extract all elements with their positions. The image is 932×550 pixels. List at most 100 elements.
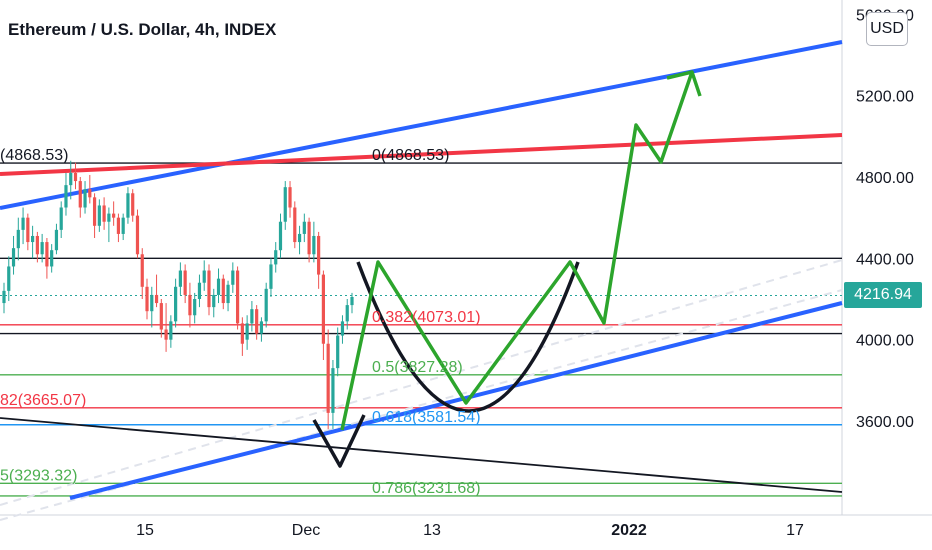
- candle-body: [131, 193, 135, 216]
- trendlines-layer: [0, 40, 843, 521]
- candle-body: [73, 172, 78, 182]
- candle-body: [231, 270, 235, 285]
- candle-body: [116, 217, 121, 234]
- candle-body: [250, 309, 254, 324]
- candle-body: [302, 221, 306, 234]
- projected-path-drawing: [340, 71, 694, 431]
- descending-trendline: [0, 417, 843, 493]
- candle-body: [278, 221, 283, 251]
- candle-body: [245, 323, 249, 340]
- candle-body: [40, 242, 44, 255]
- candle-body: [174, 286, 178, 322]
- candle-body: [350, 296, 354, 306]
- candle-body: [92, 197, 97, 226]
- candle-body: [197, 282, 202, 299]
- fib-levels-layer: [0, 162, 842, 497]
- candle-body: [193, 299, 197, 316]
- candle-body: [340, 321, 345, 336]
- projected-path-arrowhead: [666, 70, 702, 97]
- candle-body: [69, 172, 73, 186]
- candle-body: [264, 288, 268, 322]
- candle-body: [293, 207, 297, 243]
- candle-body: [97, 205, 101, 226]
- candle-body: [202, 270, 206, 283]
- candle-body: [31, 235, 35, 243]
- candle-body: [312, 235, 316, 255]
- candle-body: [112, 213, 116, 218]
- candle-body: [154, 294, 159, 304]
- candle-body: [145, 286, 149, 312]
- candle-body: [159, 303, 163, 330]
- candle-body: [321, 274, 325, 344]
- candle-body: [331, 368, 335, 413]
- candle-body: [274, 250, 278, 265]
- candle-body: [64, 185, 68, 208]
- price-tick-label: 4800.00: [856, 170, 914, 187]
- candle-body: [59, 207, 63, 230]
- candle-body: [288, 187, 292, 208]
- candle-body: [212, 294, 216, 308]
- candle-body: [336, 335, 340, 369]
- candle-body: [150, 294, 154, 312]
- time-tick-label: 15: [136, 522, 154, 539]
- time-tick-label: Dec: [292, 522, 320, 539]
- time-tick-label: 17: [786, 522, 804, 539]
- candle-body: [269, 264, 273, 289]
- candle-body: [26, 217, 30, 243]
- upper-channel-trendline: [0, 40, 843, 210]
- candle-body: [102, 205, 106, 222]
- candle-body: [259, 321, 264, 334]
- price-tick-label: 4000.00: [856, 333, 914, 350]
- fib-level-label: 0.382(4073.01): [372, 309, 481, 326]
- price-tick-label: 3600.00: [856, 414, 914, 431]
- fib-level-label: 0.5(3827.28): [372, 359, 463, 376]
- candle-body: [317, 235, 321, 275]
- resistance-trendline: [0, 133, 843, 176]
- candle-body: [297, 233, 302, 243]
- candle-body: [226, 284, 230, 304]
- fib-level-label: 0.618(3581.54): [372, 409, 481, 426]
- candle-body: [88, 189, 92, 198]
- fib-level-left-label: (4868.53): [0, 147, 69, 164]
- candle-body: [83, 189, 87, 208]
- candle-body: [121, 217, 125, 234]
- candle-body: [255, 309, 259, 334]
- candle-body: [240, 323, 244, 344]
- time-tick-label: 2022: [611, 522, 647, 539]
- candle-body: [107, 213, 111, 222]
- price-tick-label: 4400.00: [856, 251, 914, 268]
- candle-body: [54, 229, 59, 251]
- candle-body: [183, 270, 187, 295]
- candle-body: [216, 278, 221, 295]
- level-labels-layer: 0(4868.53) (4868.53) 0.382(4073.01) 0.5(382…: [0, 147, 481, 497]
- candle-body: [135, 215, 140, 255]
- candle-body: [345, 305, 349, 322]
- cup-pattern-drawing: [356, 261, 580, 413]
- candle-body: [188, 294, 192, 316]
- candles-layer: [2, 160, 354, 430]
- candle-body: [45, 242, 49, 267]
- candle-body: [207, 270, 211, 308]
- time-tick-label: 13: [423, 522, 441, 539]
- price-tick-label: 5200.00: [856, 89, 914, 106]
- candle-body: [178, 270, 182, 287]
- candle-body: [11, 248, 16, 267]
- candle-body: [21, 217, 25, 230]
- candle-body: [126, 193, 130, 218]
- candle-body: [326, 343, 330, 413]
- candle-body: [2, 290, 6, 304]
- candle-body: [307, 221, 311, 255]
- lower-channel-trendline: [69, 301, 843, 500]
- current-price-tag: 4216.94: [844, 282, 922, 308]
- candle-body: [78, 181, 82, 208]
- candle-body: [283, 187, 287, 222]
- currency-button[interactable]: USD: [866, 12, 908, 46]
- candle-body: [16, 229, 20, 249]
- v-bottom-drawing: [312, 414, 366, 468]
- candle-body: [221, 278, 225, 304]
- candle-body: [50, 250, 54, 267]
- candle-body: [169, 321, 173, 340]
